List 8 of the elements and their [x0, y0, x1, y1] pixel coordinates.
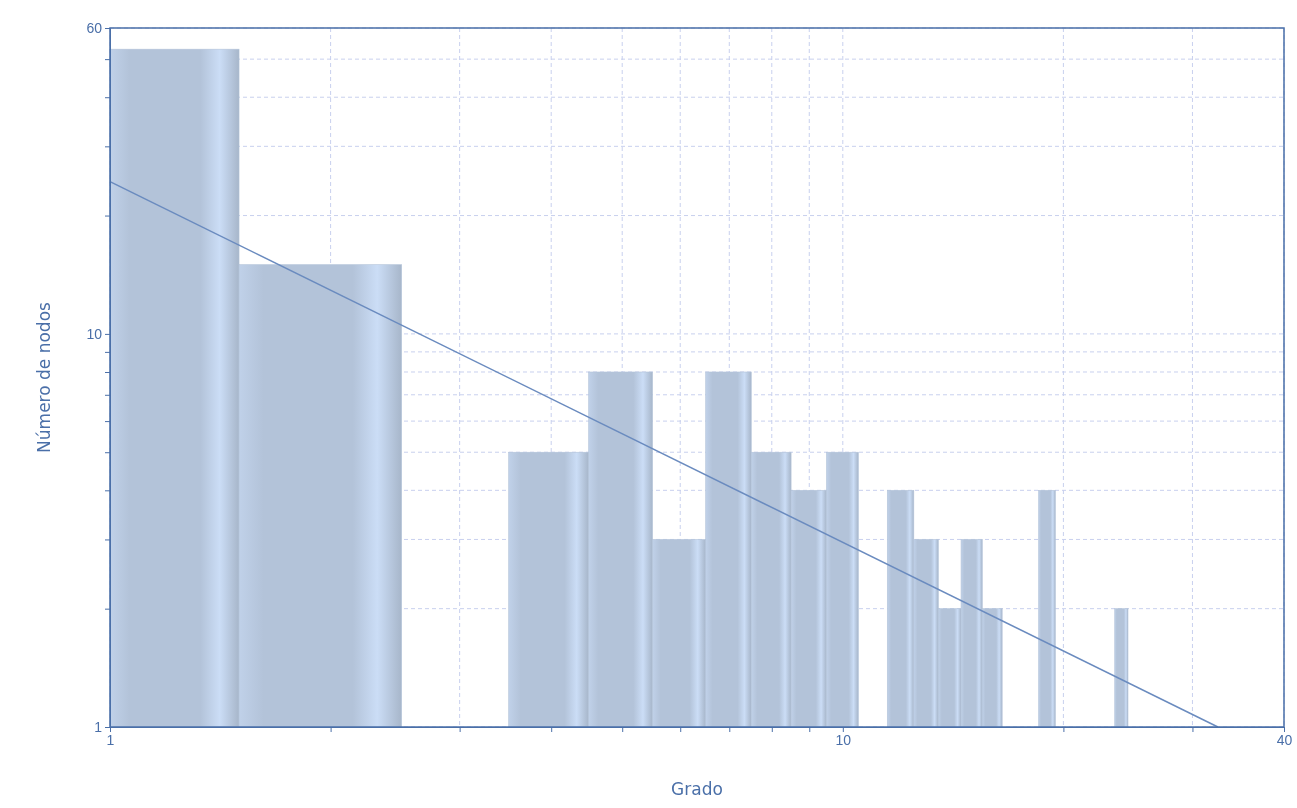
y-tick-label: 10: [86, 325, 103, 342]
x-tick-label: 1: [106, 731, 115, 748]
y-tick-label: 1: [94, 718, 103, 735]
x-tick-label: 10: [835, 731, 852, 748]
x-axis-title: Grado: [671, 779, 723, 799]
y-axis-title: Número de nodos: [34, 301, 54, 453]
y-tick-label: 60: [86, 19, 103, 36]
x-tick-label: 40: [1276, 731, 1293, 748]
